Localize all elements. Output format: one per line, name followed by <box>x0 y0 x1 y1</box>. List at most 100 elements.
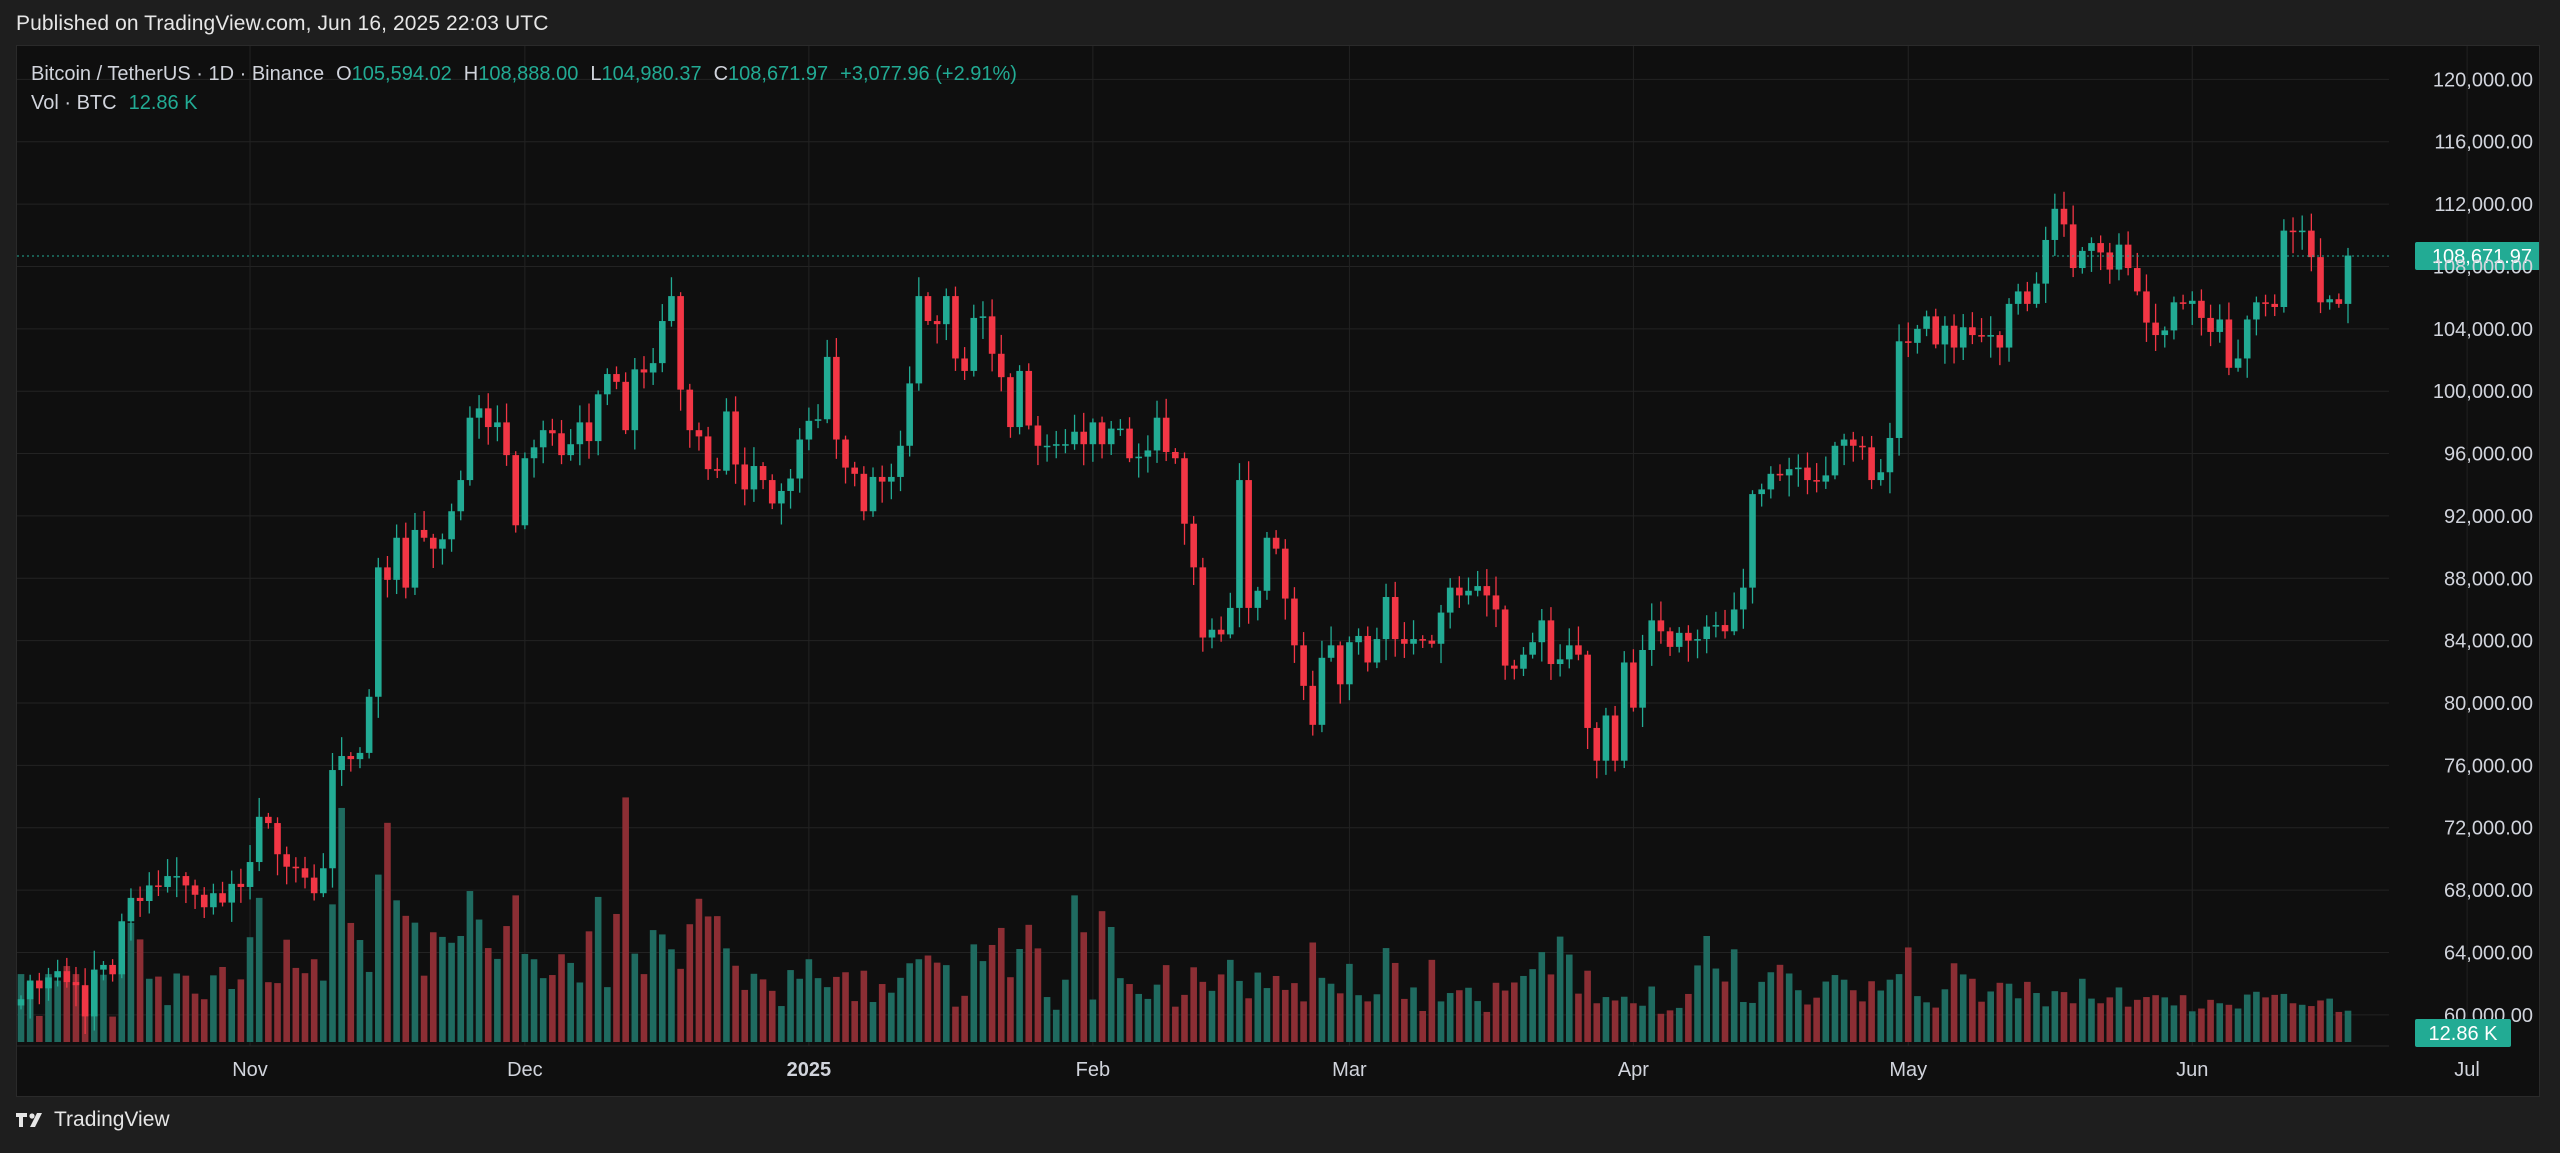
volume-bar <box>2005 983 2013 1042</box>
candle-body <box>1932 316 1940 345</box>
candle-body <box>1492 595 1500 610</box>
candle-body <box>1254 590 1262 608</box>
volume-bar <box>494 958 501 1042</box>
volume-bar <box>1446 993 1454 1042</box>
volume-value: 12.86 K <box>128 92 198 114</box>
volume-bar <box>155 976 162 1042</box>
volume-bar <box>906 963 913 1042</box>
volume-bar <box>36 1015 43 1042</box>
candle-body <box>1959 327 1967 348</box>
candle-body <box>1703 626 1710 640</box>
y-tick-label: 104,000.00 <box>2433 319 2533 341</box>
x-tick-label: May <box>1889 1059 1927 1081</box>
volume-bar <box>613 913 620 1042</box>
candle-body <box>805 420 813 440</box>
volume-bar <box>997 927 1005 1042</box>
chart-panel[interactable]: 108,671.97 60,000.00 64,000.00 68,000.00 72… <box>16 45 2540 1097</box>
candlestick-chart[interactable]: 108,671.97 60,000.0064,000.0068,000.0072… <box>17 46 2539 1096</box>
volume-bar <box>1043 997 1051 1042</box>
candle-body <box>1785 469 1793 476</box>
volume-bar <box>365 971 373 1042</box>
volume-bar <box>265 982 272 1042</box>
y-tick-label: 112,000.00 <box>2434 194 2533 216</box>
candle-body <box>1584 654 1591 728</box>
volume-bar <box>1483 1011 1491 1042</box>
candle-body <box>365 696 373 753</box>
volume-bar <box>2234 1008 2242 1042</box>
volume-bar <box>2317 1000 2324 1042</box>
volume-tag <box>2415 1019 2511 1047</box>
volume-bar <box>1016 949 1023 1042</box>
volume-bar <box>1831 975 1839 1042</box>
volume-bar <box>1932 1007 1940 1042</box>
candle-body <box>1245 480 1252 608</box>
candle-body <box>2308 230 2315 258</box>
candle-body <box>448 511 455 540</box>
volume-bar <box>301 973 309 1042</box>
candle-body <box>484 408 492 428</box>
volume-bar <box>54 980 61 1042</box>
ohlc-row: Bitcoin / TetherUS · 1D · Binance O105,59… <box>31 60 1017 89</box>
symbol-title[interactable]: Bitcoin / TetherUS · 1D · Binance <box>31 63 325 85</box>
volume-bar <box>1419 1011 1426 1042</box>
candle-body <box>155 885 162 887</box>
volume-bar <box>1236 980 1243 1042</box>
candle-body <box>897 445 904 477</box>
candle-body <box>1208 629 1216 638</box>
candle-body <box>2079 250 2086 269</box>
volume-bar <box>768 990 776 1042</box>
candle-body <box>1236 480 1243 608</box>
candle-body <box>1602 715 1610 761</box>
candle-body <box>63 971 71 983</box>
candle-body <box>888 476 895 482</box>
volume-bar <box>1703 935 1710 1042</box>
volume-bar <box>842 972 849 1042</box>
volume-bar <box>1776 964 1784 1042</box>
candle-body <box>970 317 978 371</box>
volume-label[interactable]: Vol · BTC <box>31 92 117 114</box>
volume-bar <box>695 898 703 1042</box>
candle-body <box>164 876 171 887</box>
candle-body <box>1007 377 1014 428</box>
volume-bar <box>723 948 730 1042</box>
volume-bar <box>283 939 290 1042</box>
volume-bar <box>732 965 739 1042</box>
candle-body <box>1107 428 1115 445</box>
candle-body <box>1877 472 1885 481</box>
volume-bar <box>1584 970 1591 1042</box>
candle-body <box>54 971 61 978</box>
volume-bar <box>759 979 767 1042</box>
volume-bar <box>2033 993 2040 1042</box>
volume-bar <box>1620 996 1628 1042</box>
candle-body <box>1089 422 1097 445</box>
candle-body <box>1080 431 1088 445</box>
volume-bar <box>2271 994 2279 1042</box>
candle-body <box>2115 244 2123 270</box>
candle-body <box>1144 450 1152 457</box>
candle-body <box>1630 662 1637 708</box>
volume-bar <box>1712 968 1720 1042</box>
volume-bar <box>622 797 629 1042</box>
y-tick-label: 120,000.00 <box>2433 69 2533 91</box>
volume-bar <box>2344 1010 2352 1042</box>
candle-body <box>90 969 98 1017</box>
volume-bar <box>1868 981 1875 1042</box>
volume-bar <box>1437 1001 1445 1042</box>
tradingview-logo[interactable]: TradingView <box>16 1108 170 1132</box>
candle-body <box>1474 586 1481 591</box>
candle-body <box>851 467 858 474</box>
candle-body <box>2271 303 2279 308</box>
volume-bar <box>347 922 355 1042</box>
grid <box>17 46 2468 1047</box>
candle-body <box>796 439 804 479</box>
volume-bar <box>448 942 455 1042</box>
candle-body <box>521 458 529 526</box>
candle-body <box>320 868 327 894</box>
volume-bar <box>63 966 71 1042</box>
candle-body <box>2298 230 2306 233</box>
candle-body <box>2289 230 2297 233</box>
volume-bar <box>1199 981 1207 1042</box>
candle-body <box>265 816 272 824</box>
volume-bar <box>1144 998 1152 1042</box>
volume-bar <box>1382 948 1390 1042</box>
